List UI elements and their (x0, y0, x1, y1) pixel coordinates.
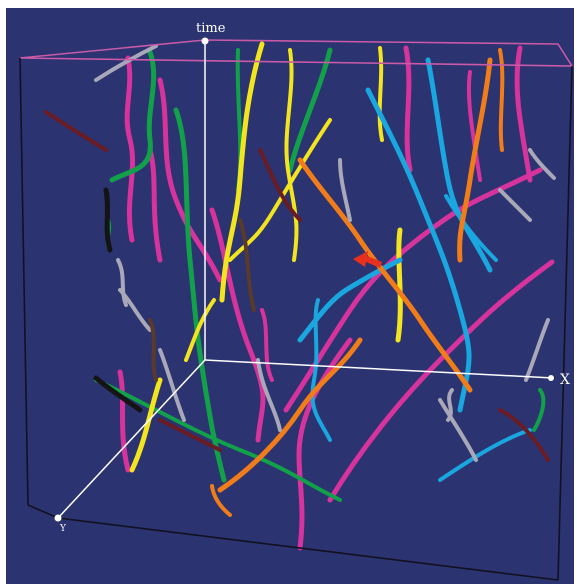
cyan-trajectory-30 (444, 194, 498, 262)
box-edge-right (557, 65, 573, 581)
x-axis-label: X (560, 372, 570, 388)
box-edge-left (19, 57, 29, 506)
cyan-trajectory-31 (310, 298, 332, 442)
yellow-trajectory-19 (219, 41, 265, 303)
time-axis-tip-marker (201, 37, 209, 45)
magenta-trajectory-5 (403, 45, 413, 173)
red-arrow-marker (353, 251, 382, 268)
gray-trajectory-43 (528, 148, 556, 180)
trajectory-tubes (44, 41, 556, 551)
gray-trajectory-38 (116, 258, 128, 307)
green-trajectory-16 (94, 378, 342, 502)
box-edge-bottom-front (57, 517, 559, 581)
yellow-trajectory-20 (284, 48, 299, 262)
brown-trajectory-54 (238, 218, 256, 312)
magenta-trajectory-11 (260, 308, 274, 382)
orange-trajectory-34 (217, 337, 363, 493)
y-axis-line (57, 359, 206, 519)
gray-trajectory-41 (256, 358, 282, 432)
magenta-trajectory-3 (209, 207, 266, 443)
black-trajectory-53 (103, 187, 113, 253)
orange-trajectory-32 (457, 57, 493, 263)
magenta-trajectory-2 (117, 369, 131, 473)
x-axis-line (204, 359, 554, 379)
magenta-trajectory-7 (296, 337, 353, 551)
yellow-trajectory-25 (184, 298, 216, 362)
y-axis-label: Y (59, 524, 67, 534)
magenta-trajectory-4 (514, 45, 533, 183)
bounding-box-front-edges (19, 39, 574, 581)
darkred-trajectory-50 (258, 148, 302, 222)
box-edge-bottom-left (27, 504, 59, 519)
cyan-trajectory-29 (438, 428, 532, 482)
gray-trajectory-46 (524, 318, 550, 382)
brown-trajectory-55 (148, 318, 158, 382)
bounding-box-top-face (19, 39, 574, 67)
magenta-trajectory-8 (327, 259, 555, 503)
orange-trajectory-33 (297, 157, 473, 393)
gray-trajectory-37 (94, 44, 158, 82)
gray-trajectory-45 (498, 188, 532, 222)
gray-trajectory-44 (338, 158, 352, 222)
red-arrow-head (353, 251, 382, 268)
darkred-trajectory-48 (44, 110, 108, 152)
green-trajectory-15 (287, 47, 333, 173)
darkred-trajectory-49 (498, 408, 550, 462)
cyan-trajectory-27 (425, 57, 493, 273)
magenta-trajectory-1 (147, 147, 163, 263)
x-axis-tip-marker (548, 375, 554, 381)
cyan-trajectory-26 (365, 87, 472, 413)
yellow-trajectory-23 (395, 227, 403, 343)
green-trajectory-18 (532, 388, 546, 432)
orange-trajectory-36 (498, 48, 505, 152)
orange-trajectory-35 (210, 484, 232, 517)
green-trajectory-13 (109, 49, 157, 183)
y-axis-tip-marker (54, 514, 62, 522)
green-trajectory-12 (173, 107, 227, 483)
darkred-trajectory-51 (158, 418, 222, 452)
gray-trajectory-42 (438, 398, 478, 462)
black-trajectory-52 (93, 375, 143, 413)
axes (57, 40, 554, 519)
gray-trajectory-39 (118, 288, 152, 332)
yellow-trajectory-24 (377, 46, 384, 142)
magenta-trajectory-9 (157, 77, 223, 283)
time-axis-label: time (196, 21, 226, 36)
yellow-trajectory-21 (129, 377, 163, 473)
gray-trajectory-47 (446, 388, 454, 422)
magenta-trajectory-10 (466, 70, 482, 182)
gray-trajectory-40 (158, 348, 186, 422)
magenta-trajectory-0 (124, 55, 136, 243)
